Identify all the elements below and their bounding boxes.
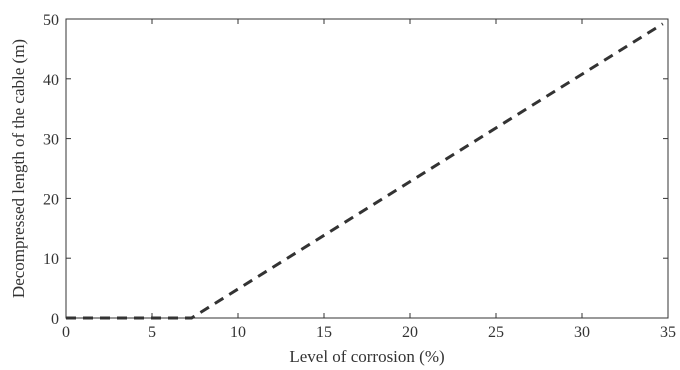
y-tick-label: 10 — [43, 251, 59, 268]
x-tick-label: 35 — [660, 324, 676, 341]
x-tick-label: 5 — [148, 324, 156, 341]
y-tick-label: 30 — [43, 132, 59, 149]
x-tick-label: 10 — [230, 324, 246, 341]
x-axis-label: Level of corrosion (%) — [289, 347, 444, 366]
series-line — [66, 22, 664, 320]
x-tick-label: 25 — [488, 324, 504, 341]
y-tick-label: 50 — [43, 12, 59, 29]
x-tick-label: 0 — [62, 324, 70, 341]
x-tick-label: 30 — [574, 324, 590, 341]
y-tick-label: 20 — [43, 191, 59, 208]
y-axis-label: Decompressed length of the cable (m) — [9, 39, 28, 298]
tick-group: 0 5 10 15 20 25 30 35 0 10 20 30 40 50 — [43, 12, 676, 341]
x-tick-label: 20 — [402, 324, 418, 341]
y-tick-label: 0 — [51, 311, 59, 328]
x-tick-label: 15 — [316, 324, 332, 341]
plot-area — [66, 22, 664, 320]
y-tick-label: 40 — [43, 72, 59, 89]
plot-frame — [65, 18, 669, 319]
